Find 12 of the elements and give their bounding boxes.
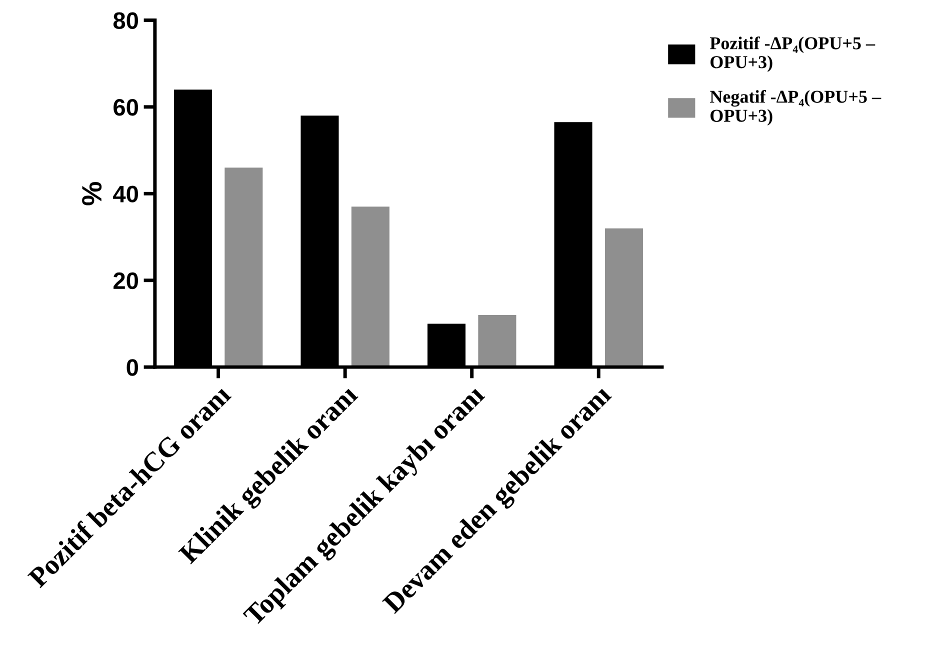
bar [224, 168, 263, 368]
legend-label: Pozitif -ΔP₄(OPU+5 – OPU+3) [710, 36, 876, 72]
bar [478, 315, 516, 368]
bar [351, 206, 390, 368]
y-tick-label: 40 [113, 186, 138, 202]
y-axis-title: % [82, 182, 102, 206]
y-tick-label: 80 [113, 12, 138, 29]
legend-label: Negatif -ΔP₄(OPU+5 – OPU+3) [710, 90, 882, 126]
bar [604, 228, 643, 368]
y-tick-label: 20 [114, 272, 138, 290]
y-tick-label: 0 [126, 359, 138, 376]
y-tick-label: 60 [114, 98, 138, 116]
